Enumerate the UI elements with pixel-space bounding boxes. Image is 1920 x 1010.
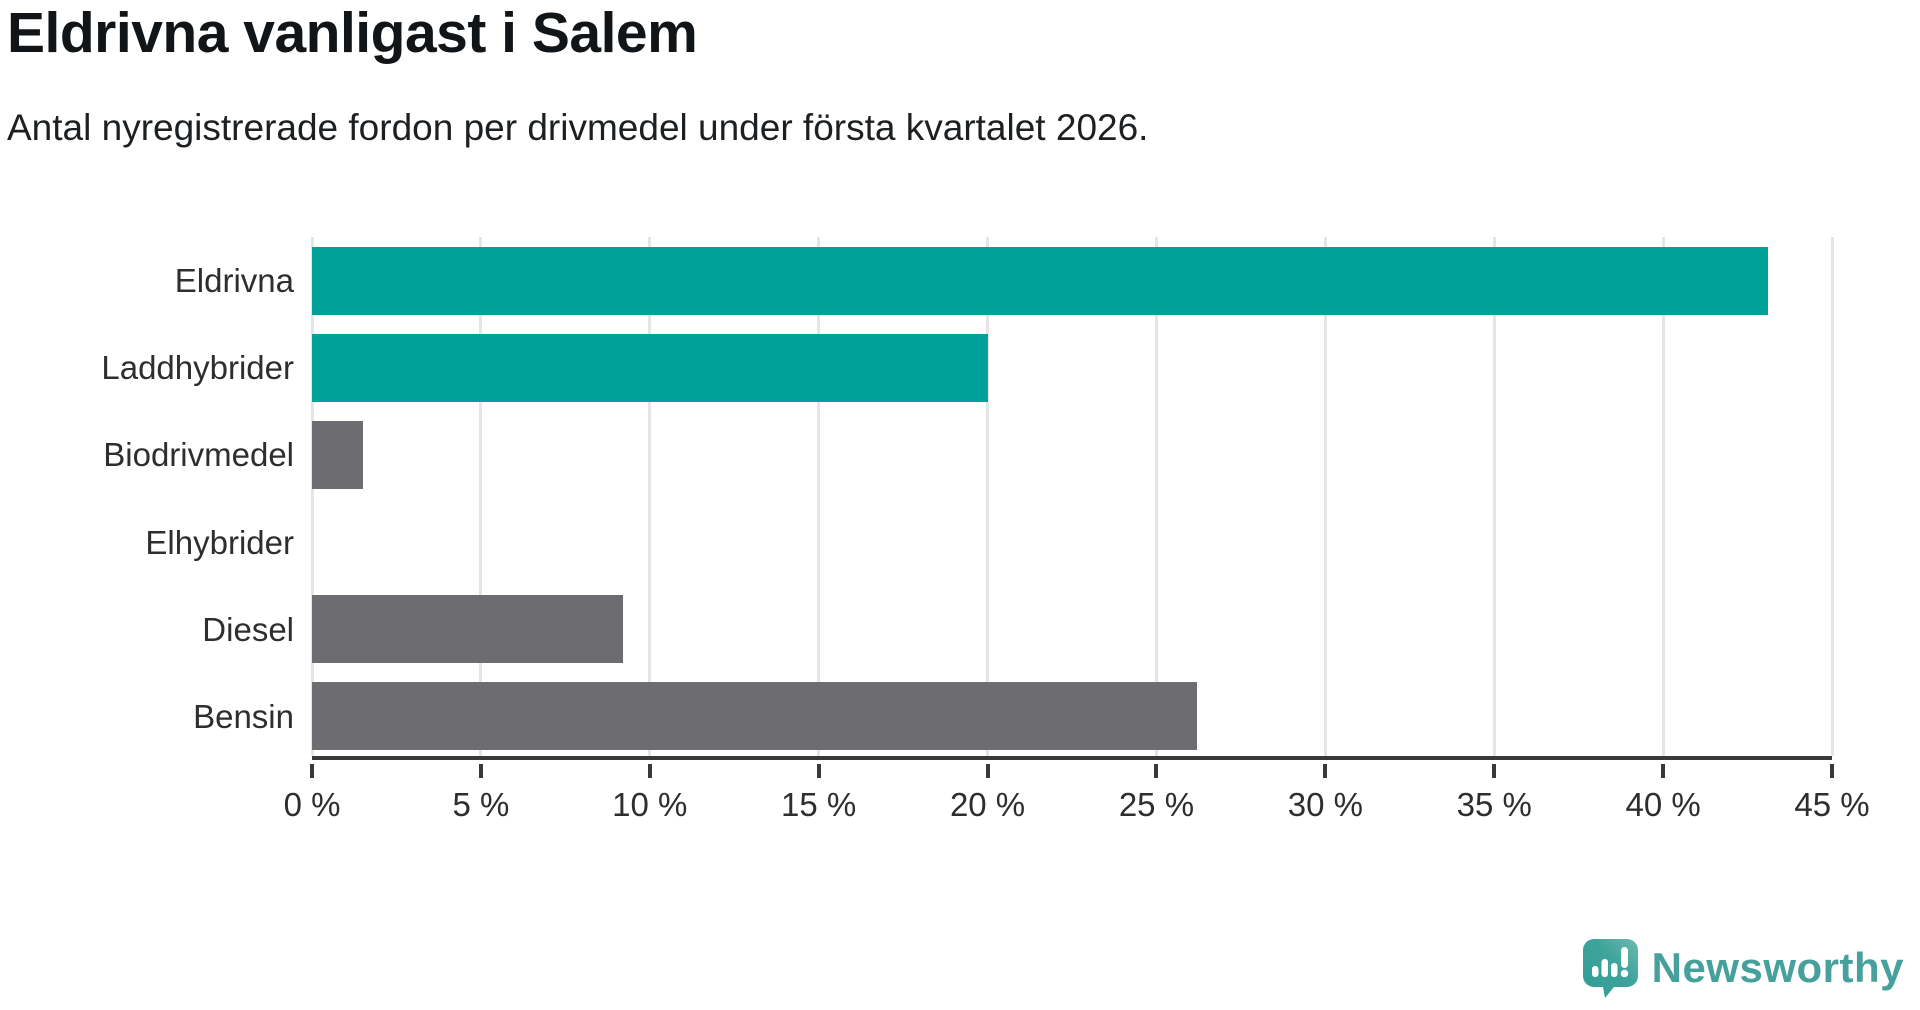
axis-tick-label: 25 % [1118, 786, 1195, 823]
gridline [479, 237, 483, 756]
gridline [1154, 237, 1158, 756]
axis-tick-label: 15 % [781, 786, 857, 823]
axis-tick-label: 10 % [612, 786, 688, 823]
gridline [986, 237, 990, 756]
category-axis: Eldrivna Laddhybrider Biodrivmedel Elhybrid… [0, 237, 294, 760]
bar-laddhybrider [312, 333, 988, 402]
axis-tick-label: 30 % [1287, 786, 1363, 823]
chart-title: Eldrivna vanligast i Salem [7, 1, 698, 65]
axis-tick [647, 764, 652, 778]
axis-tick [816, 764, 821, 778]
axis-tick [1323, 764, 1328, 778]
axis-tick [985, 764, 990, 778]
category-label: Eldrivna [174, 262, 294, 299]
newsworthy-logo: Newsworthy [1582, 938, 1904, 998]
axis-tick-label: 0 % [283, 786, 341, 823]
plot-area [310, 237, 1834, 760]
gridline [648, 237, 652, 756]
axis-tick [478, 764, 483, 778]
value-axis: 0 % 5 % 10 % 15 % 20 % 25 % 30 % 35 % 40 % 45 % [284, 764, 1870, 844]
category-label: Laddhybrider [101, 349, 294, 387]
newsworthy-logo-icon [1582, 938, 1639, 998]
axis-tick-label: 20 % [949, 786, 1026, 823]
axis-tick [310, 764, 314, 778]
gridline [817, 237, 821, 756]
gridline [1492, 237, 1496, 756]
bar-biodrivmedel [312, 420, 363, 489]
axis-tick [1830, 764, 1834, 778]
axis-tick-label: 40 % [1625, 786, 1701, 823]
gridline [1830, 237, 1834, 756]
category-label: Biodrivmedel [103, 436, 294, 474]
category-label: Diesel [202, 610, 294, 648]
bar-diesel [312, 595, 623, 664]
chart-subtitle: Antal nyregistrerade fordon per drivmede… [7, 107, 1149, 148]
category-label: Bensin [193, 697, 294, 735]
newsworthy-logo-text: Newsworthy [1651, 944, 1904, 991]
bar-eldrivna [312, 246, 1768, 315]
axis-tick-label: 45 % [1794, 786, 1870, 823]
axis-tick-label: 5 % [452, 786, 510, 823]
axis-tick [1661, 764, 1666, 778]
bar-bensin [312, 682, 1197, 751]
category-label: Elhybrider [145, 523, 294, 561]
gridline [1661, 237, 1665, 756]
axis-tick [1492, 764, 1497, 778]
gridline [1323, 237, 1327, 756]
gridline [310, 237, 314, 756]
axis-tick-label: 35 % [1456, 786, 1532, 823]
axis-tick [1154, 764, 1159, 778]
